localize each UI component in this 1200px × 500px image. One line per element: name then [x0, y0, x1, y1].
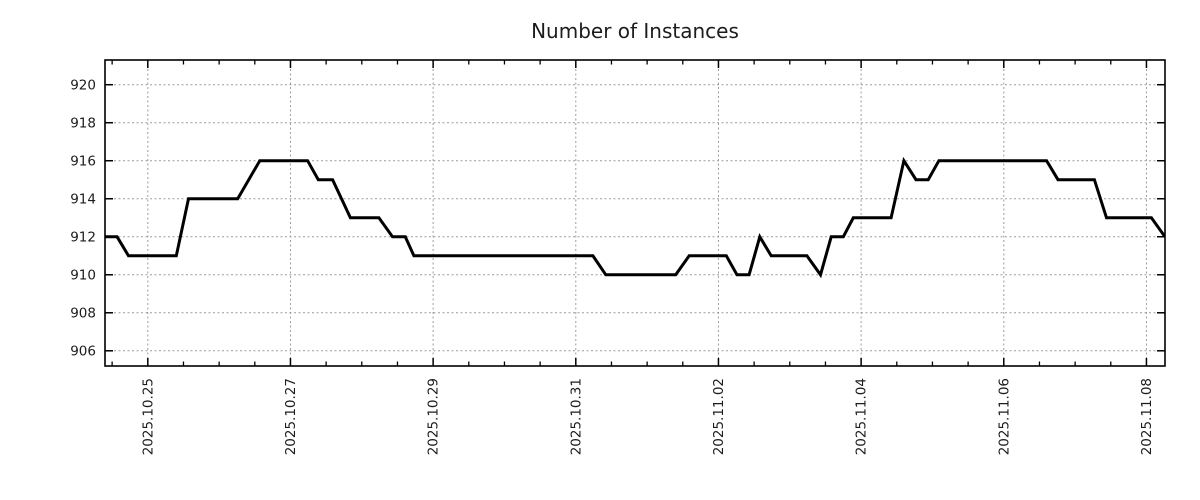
x-axis-tick-label: 2025.10.27 [283, 378, 299, 455]
y-axis-tick-label: 920 [70, 78, 96, 94]
y-axis-tick-label: 906 [70, 344, 96, 360]
y-axis-tick-label: 916 [70, 154, 96, 170]
chart-title: Number of Instances [531, 19, 739, 43]
x-axis-tick-label: 2025.11.04 [854, 378, 870, 455]
y-axis-tick-label: 908 [70, 306, 96, 322]
plot-area: 906 908 910 912 914 916 918 920 2025.10.25 2025.1… [70, 59, 1166, 455]
y-axis-tick-label: 918 [70, 116, 96, 132]
y-axis-tick-label: 912 [70, 230, 96, 246]
x-axis-tick-label: 2025.10.29 [426, 378, 442, 455]
x-axis-tick-label: 2025.11.08 [1139, 378, 1155, 455]
data-line-instances [105, 156, 1165, 279]
x-axis-tick-label: 2025.11.06 [996, 378, 1012, 455]
x-axis-tick-label: 2025.11.02 [711, 378, 727, 455]
y-axis-tick-label: 910 [70, 268, 96, 284]
x-axis-tick-label: 2025.10.31 [568, 378, 584, 455]
y-axis-tick-label: 914 [70, 192, 96, 208]
plot-border [104, 59, 1166, 367]
x-axis-tick-label: 2025.10.25 [140, 378, 156, 455]
